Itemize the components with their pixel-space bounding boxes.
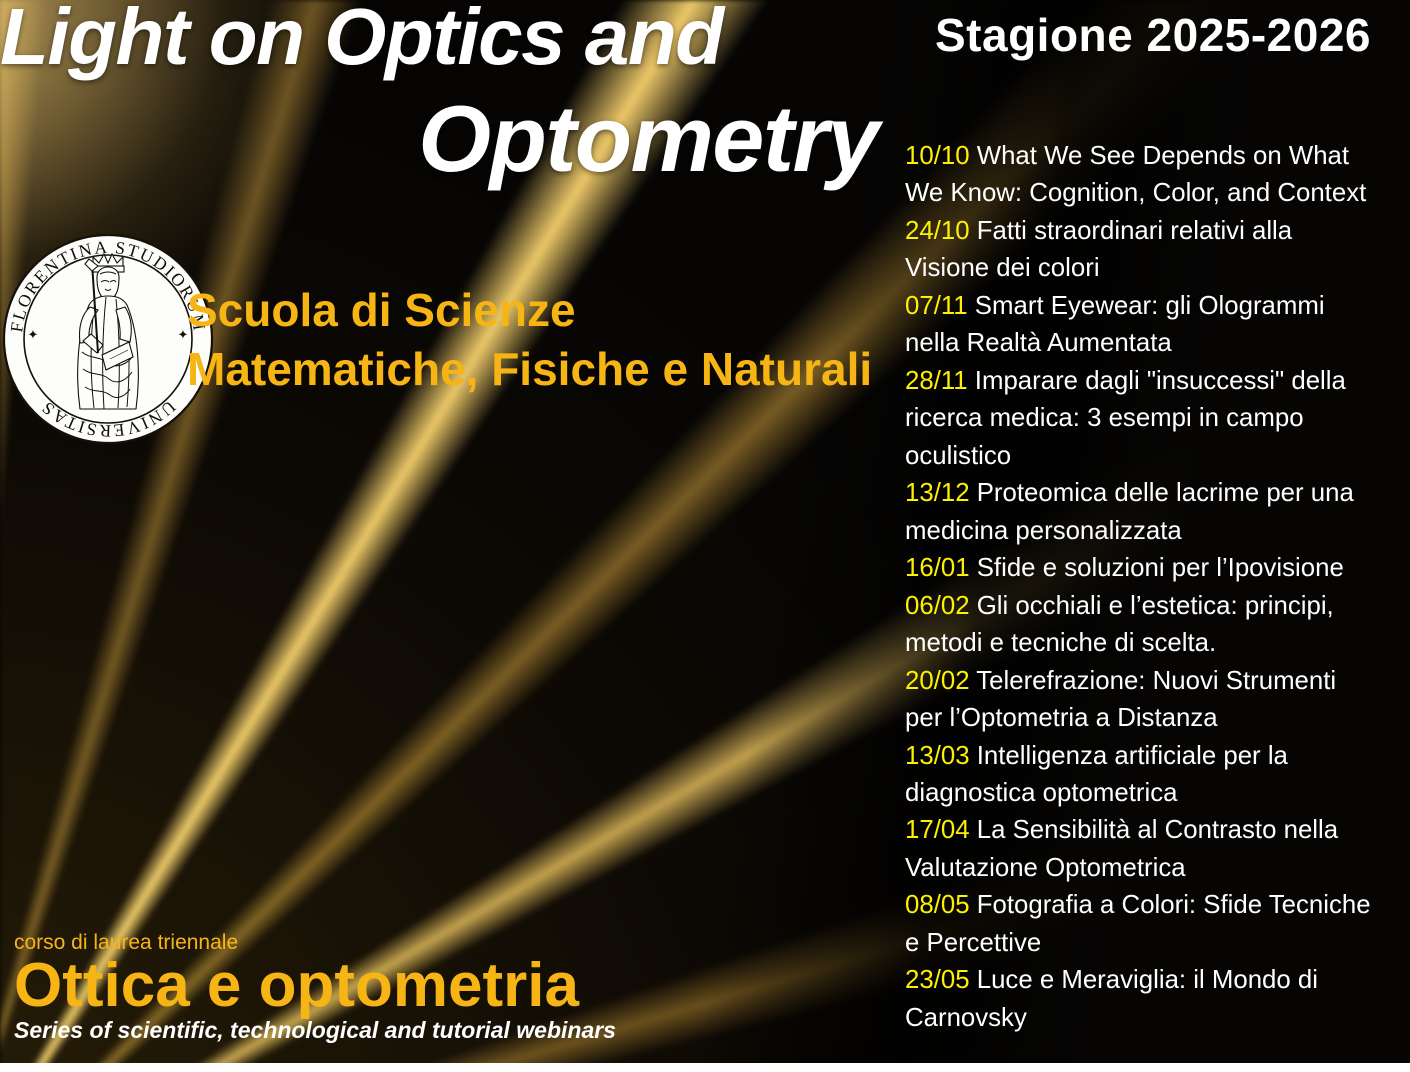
svg-text:✦: ✦ xyxy=(28,327,39,342)
